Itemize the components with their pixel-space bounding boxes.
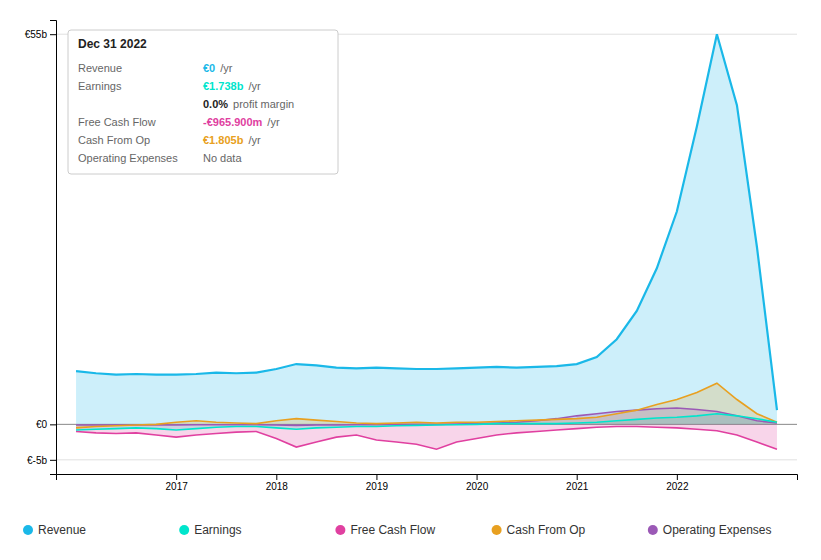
- legend-swatch: [492, 525, 502, 535]
- info-text: profit margin: [233, 98, 294, 110]
- legend-swatch: [179, 525, 189, 535]
- x-tick: 2018: [266, 474, 289, 492]
- chart: 2017 2018 2019 2020 2021 2022 €-5b €0 €55b Dec 31…: [0, 0, 821, 560]
- legend-swatch: [335, 525, 345, 535]
- legend-item: Cash From Op: [492, 523, 586, 537]
- info-box-frame: [68, 30, 338, 174]
- legend-swatch: [648, 525, 658, 535]
- y-tick: €55b: [25, 29, 56, 40]
- legend-label: Earnings: [194, 523, 241, 537]
- x-tick: 2021: [566, 474, 589, 492]
- y-tick-mark: [50, 34, 56, 35]
- grid-line: [56, 459, 797, 460]
- line: [76, 383, 777, 428]
- info-text: €0: [203, 62, 215, 74]
- x-axis-line: [57, 475, 798, 481]
- info-text: Operating Expenses: [78, 152, 178, 164]
- y-tick: €0: [36, 419, 56, 430]
- x-tick-mark: [276, 474, 277, 480]
- legend-label: Cash From Op: [507, 523, 586, 537]
- info-title: Dec 31 2022: [78, 37, 147, 51]
- info-text: 0.0%: [203, 98, 228, 110]
- y-tick-label: €55b: [25, 29, 48, 40]
- info-text: /yr: [248, 80, 261, 92]
- area: [76, 383, 777, 428]
- x-tick-mark: [176, 474, 177, 480]
- line: [76, 414, 777, 430]
- info-text: /yr: [248, 134, 261, 146]
- area: [76, 424, 777, 449]
- info-text: /yr: [220, 62, 233, 74]
- y-tick-mark: [50, 460, 56, 461]
- x-tick-label: 2021: [566, 481, 589, 492]
- x-tick: 2020: [466, 474, 489, 492]
- info-text: -€965.900m: [203, 116, 263, 128]
- legend-item: Revenue: [23, 523, 86, 537]
- info-text: €1.805b: [203, 134, 244, 146]
- y-tick: €-5b: [27, 455, 56, 466]
- info-text: Free Cash Flow: [78, 116, 156, 128]
- y-axis: €-5b €0 €55b: [25, 21, 57, 475]
- legend-swatch: [23, 525, 33, 535]
- info-text: €1.738b: [203, 80, 244, 92]
- x-tick-mark: [577, 474, 578, 480]
- x-tick: 2017: [166, 474, 189, 492]
- y-tick-label: €0: [36, 419, 48, 430]
- info-text: Revenue: [78, 62, 122, 74]
- info-text: /yr: [267, 116, 280, 128]
- x-tick-label: 2022: [666, 481, 689, 492]
- legend-item: Free Cash Flow: [335, 523, 435, 537]
- info-text: Earnings: [78, 80, 122, 92]
- info-text: Cash From Op: [78, 134, 150, 146]
- x-tick-label: 2017: [166, 481, 189, 492]
- x-tick-mark: [376, 474, 377, 480]
- x-tick-label: 2018: [266, 481, 289, 492]
- legend-label: Revenue: [38, 523, 86, 537]
- info-text: No data: [203, 152, 242, 164]
- y-tick-label: €-5b: [27, 455, 47, 466]
- x-tick-label: 2020: [466, 481, 489, 492]
- x-tick-mark: [677, 474, 678, 480]
- x-tick-label: 2019: [366, 481, 389, 492]
- x-tick: 2022: [666, 474, 689, 492]
- x-axis: 2017 2018 2019 2020 2021 2022: [57, 474, 798, 492]
- y-tick-mark: [50, 424, 56, 425]
- x-tick: 2019: [366, 474, 389, 492]
- x-tick-mark: [477, 474, 478, 480]
- legend-label: Free Cash Flow: [350, 523, 435, 537]
- info-box: Dec 31 2022 Revenue €0/yr Earnings €1.738b/y…: [68, 30, 338, 174]
- legend-item: Earnings: [179, 523, 241, 537]
- legend: Revenue Earnings Free Cash Flow Cash From O…: [23, 523, 772, 537]
- legend-item: Operating Expenses: [648, 523, 772, 537]
- legend-label: Operating Expenses: [663, 523, 772, 537]
- y-axis-line: [50, 21, 57, 475]
